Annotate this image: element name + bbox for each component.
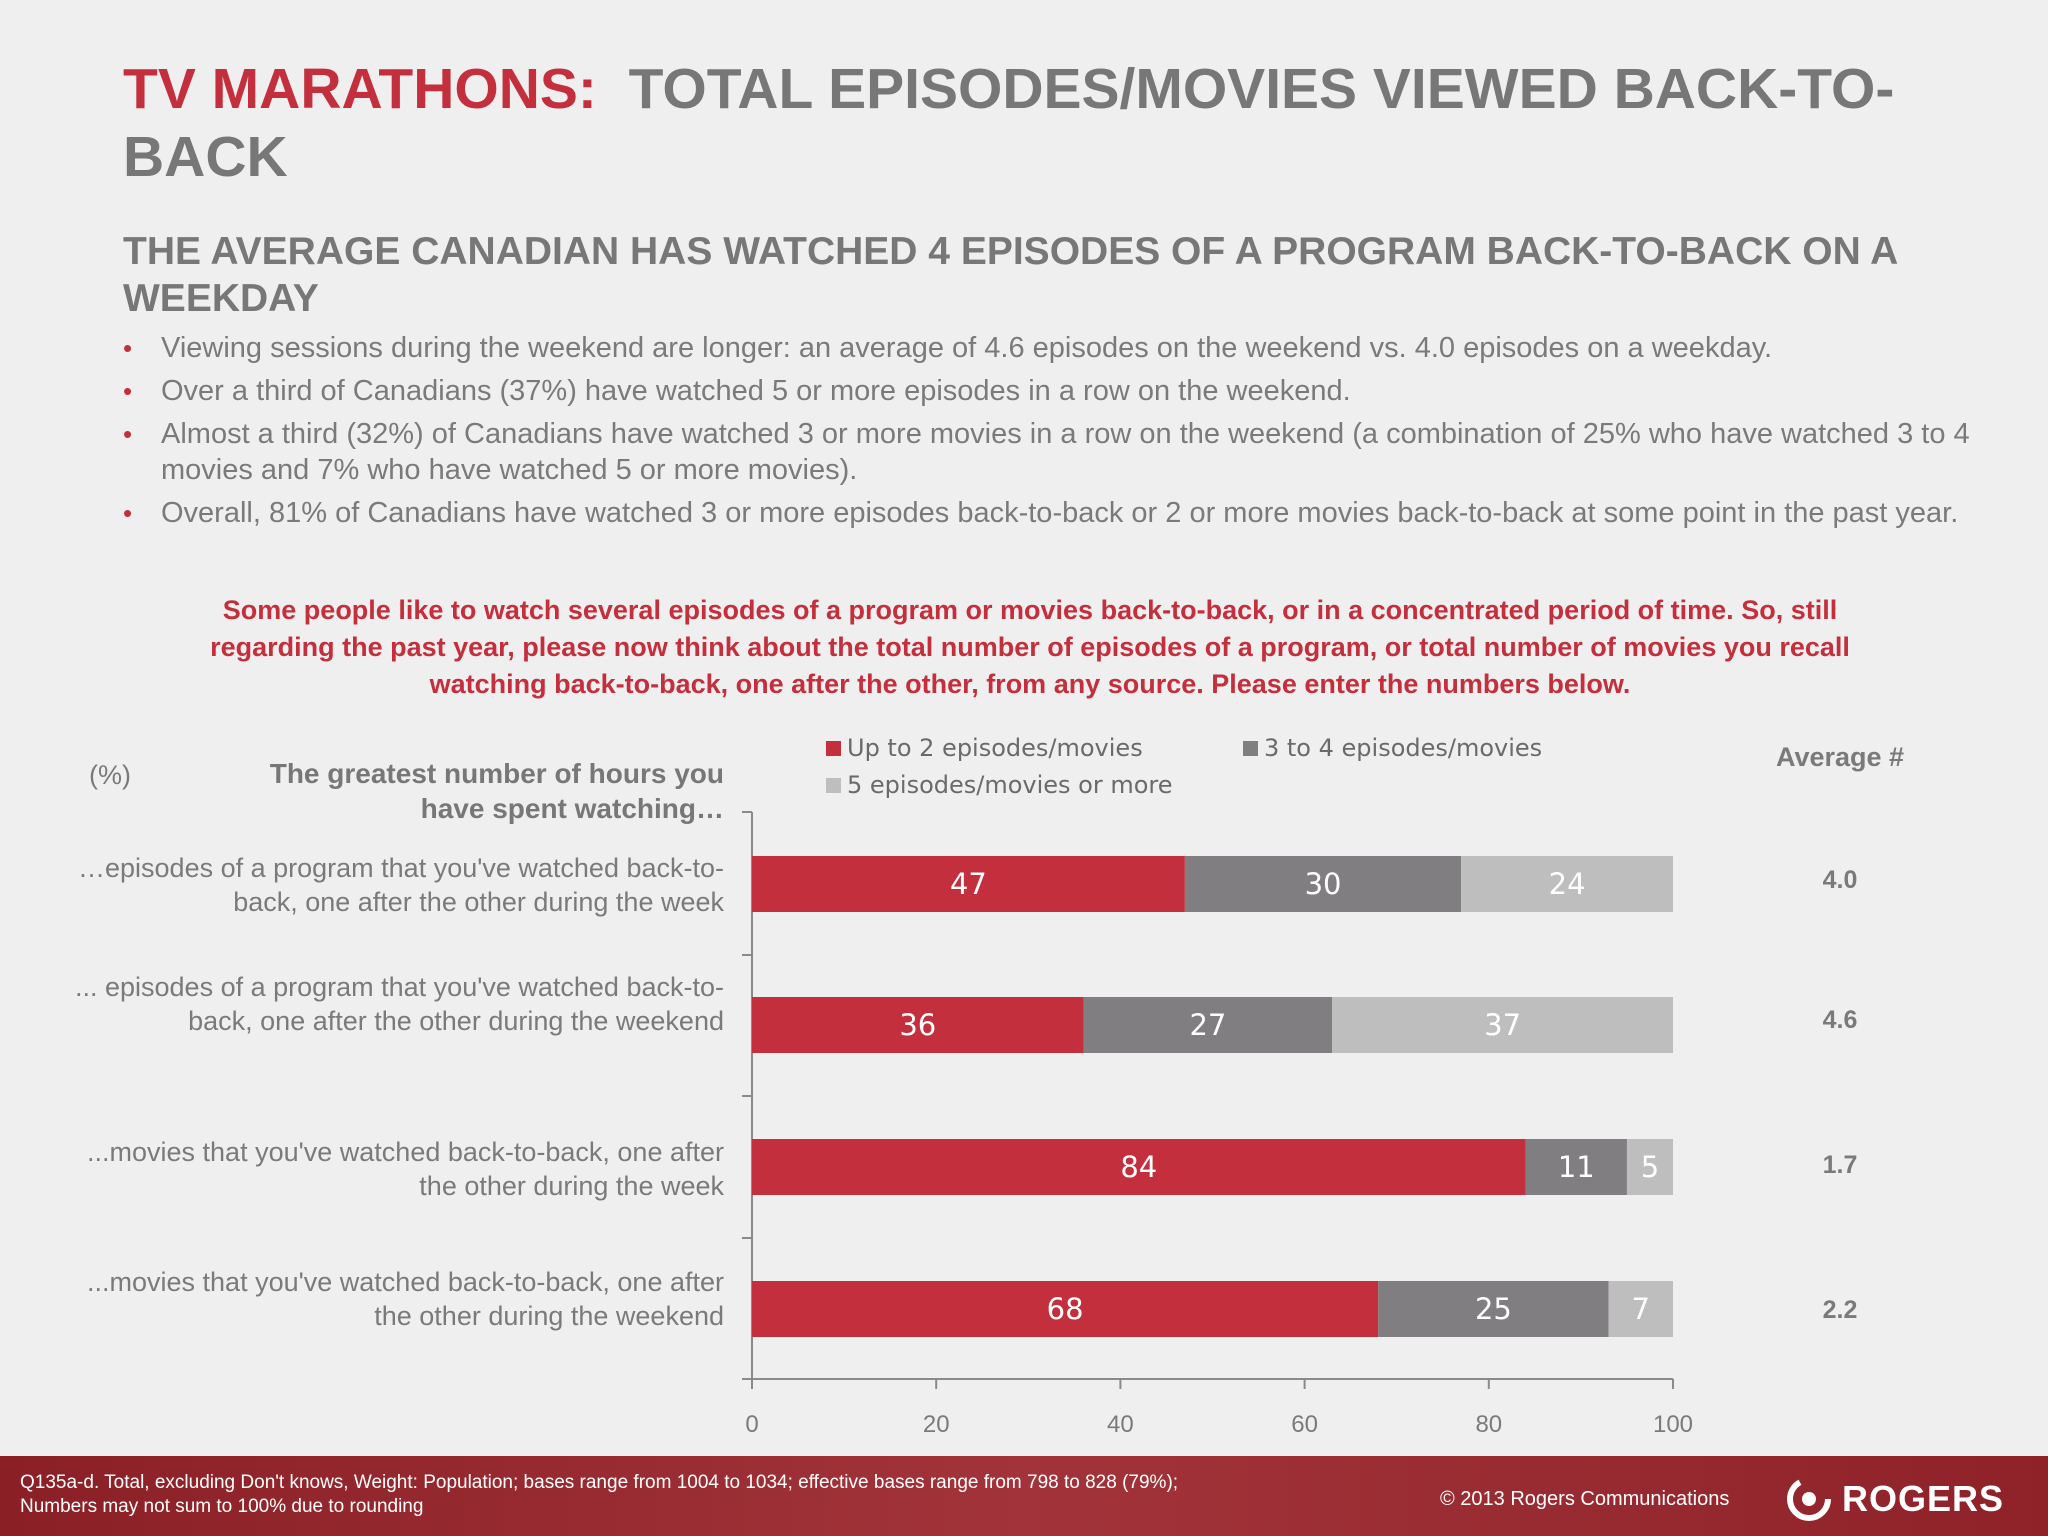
rogers-logo: ROGERS bbox=[1784, 1474, 2004, 1524]
bar-value-label: 30 bbox=[1305, 867, 1342, 901]
bar-value-label: 24 bbox=[1549, 867, 1586, 901]
x-tick-label: 0 bbox=[745, 1411, 758, 1438]
bar-segment bbox=[1332, 997, 1673, 1053]
bar-value-label: 68 bbox=[1047, 1292, 1084, 1326]
slide-title: TV MARATHONS: TOTAL EPISODES/MOVIES VIEW… bbox=[123, 55, 1973, 191]
bar-segment bbox=[1461, 856, 1673, 912]
survey-question: Some people like to watch several episod… bbox=[210, 595, 1850, 699]
average-value: 4.6 bbox=[1822, 1006, 1858, 1034]
x-tick-label: 80 bbox=[1475, 1411, 1502, 1438]
average-column-header: Average # bbox=[1775, 742, 1905, 772]
bullet-item: Almost a third (32%) of Canadians have w… bbox=[123, 416, 1973, 488]
legend-swatch bbox=[826, 740, 841, 756]
copyright: © 2013 Rogers Communications bbox=[1440, 1488, 1730, 1510]
bar-value-label: 47 bbox=[950, 867, 987, 901]
legend-item-up-to-2: Up to 2 episodes/movies bbox=[826, 734, 1143, 762]
legend-swatch bbox=[826, 777, 841, 793]
bar-segment bbox=[1608, 1281, 1673, 1337]
average-value: 2.2 bbox=[1822, 1296, 1858, 1324]
bar-segment bbox=[1083, 997, 1333, 1053]
bar-segment bbox=[1525, 1139, 1627, 1195]
bar-segment bbox=[1626, 1139, 1673, 1195]
bar-value-label: 84 bbox=[1120, 1150, 1157, 1184]
average-value: 4.0 bbox=[1822, 866, 1858, 894]
bar-segment bbox=[1184, 856, 1462, 912]
y-axis-header: The greatest number of hours you have sp… bbox=[269, 758, 724, 824]
logo-text: ROGERS bbox=[1842, 1478, 2005, 1519]
legend-swatch bbox=[1243, 740, 1258, 756]
legend-label: 3 to 4 episodes/movies bbox=[1264, 734, 1543, 762]
bar-value-label: 27 bbox=[1189, 1008, 1226, 1042]
bar-value-label: 36 bbox=[899, 1008, 936, 1042]
stacked-bar-chart: 0 20 40 60 80 100 47 30 24 36 27 37 84 11 5 68 25 7 bbox=[742, 811, 1693, 1438]
legend-label: 5 episodes/movies or more bbox=[847, 771, 1173, 799]
bar-value-label: 11 bbox=[1558, 1150, 1595, 1184]
legend-item-5-or-more: 5 episodes/movies or more bbox=[826, 771, 1173, 799]
chart-legend: Up to 2 episodes/movies 3 to 4 episodes/… bbox=[826, 734, 1606, 814]
bullet-item: Overall, 81% of Canadians have watched 3… bbox=[123, 495, 1973, 531]
bullet-list: Viewing sessions during the weekend are … bbox=[123, 330, 1973, 538]
bar-value-label: 7 bbox=[1632, 1292, 1650, 1326]
slide-subtitle: THE AVERAGE CANADIAN HAS WATCHED 4 EPISO… bbox=[123, 230, 1897, 320]
legend-label: Up to 2 episodes/movies bbox=[847, 734, 1143, 762]
x-tick-label: 100 bbox=[1653, 1411, 1693, 1438]
bar-segment bbox=[752, 997, 1084, 1053]
x-tick-label: 40 bbox=[1107, 1411, 1134, 1438]
footer-bar: Q135a-d. Total, excluding Don't knows, W… bbox=[0, 1456, 2048, 1536]
bar-value-label: 5 bbox=[1641, 1150, 1659, 1184]
bar-segment bbox=[1378, 1281, 1609, 1337]
bullet-item: Viewing sessions during the weekend are … bbox=[123, 330, 1973, 366]
bar-value-label: 37 bbox=[1484, 1008, 1521, 1042]
bar-segment bbox=[752, 1139, 1526, 1195]
bar-segment bbox=[752, 856, 1185, 912]
footnote: Q135a-d. Total, excluding Don't knows, W… bbox=[20, 1472, 1179, 1517]
rogers-swirl-icon bbox=[1787, 1477, 1831, 1521]
category-label: ... episodes of a program that you've wa… bbox=[74, 972, 724, 1036]
category-label: ...movies that you've watched back-to-ba… bbox=[87, 1137, 724, 1201]
average-value: 1.7 bbox=[1822, 1151, 1858, 1179]
bar-value-label: 25 bbox=[1475, 1292, 1512, 1326]
bullet-item: Over a third of Canadians (37%) have wat… bbox=[123, 373, 1973, 409]
bar-segment bbox=[752, 1281, 1379, 1337]
slide-title-rest: TOTAL EPISODES/MOVIES VIEWED BACK-TO-BAC… bbox=[123, 57, 1895, 189]
x-tick-label: 20 bbox=[923, 1411, 950, 1438]
percent-unit-label: (%) bbox=[89, 760, 131, 790]
category-label: ...movies that you've watched back-to-ba… bbox=[87, 1267, 724, 1331]
x-tick-label: 60 bbox=[1291, 1411, 1318, 1438]
category-label: …episodes of a program that you've watch… bbox=[78, 853, 724, 917]
legend-item-3-to-4: 3 to 4 episodes/movies bbox=[1243, 734, 1542, 762]
slide-title-prefix: TV MARATHONS: bbox=[123, 57, 597, 121]
